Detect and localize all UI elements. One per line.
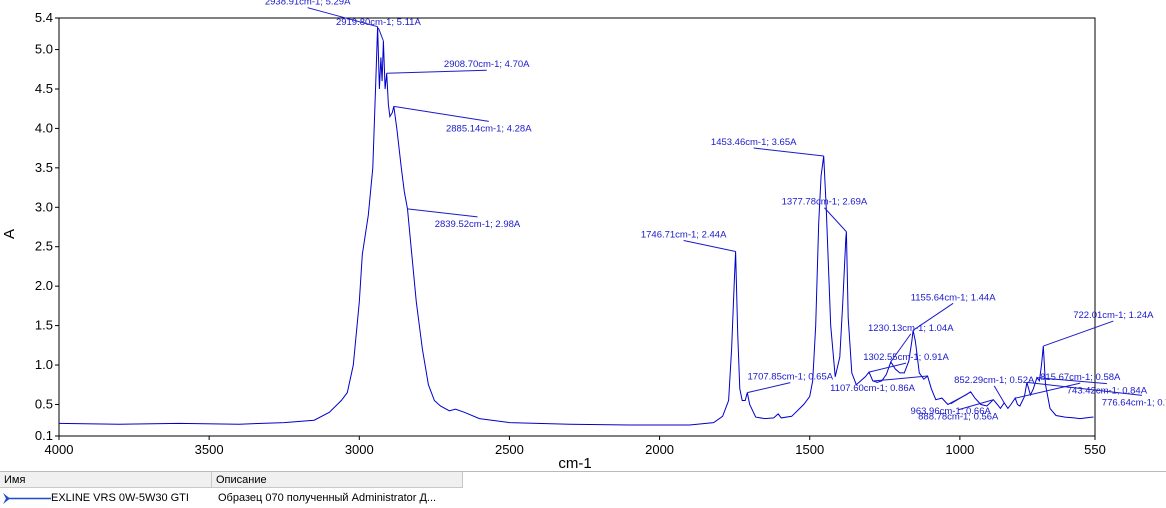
y-tick-label: 0.5 xyxy=(35,396,53,411)
annotations-layer: 2938.91cm-1; 5.29A 2919.80cm-1; 5.11A 2908… xyxy=(265,0,1166,423)
peak-leader-line xyxy=(307,7,378,28)
peak-annotation-label: 1707.85cm-1; 0.65A xyxy=(748,372,834,383)
peak-annotation-label: 1377.78cm-1; 2.69A xyxy=(782,197,868,208)
y-tick-label: 2.0 xyxy=(35,278,53,293)
peak-leader-line xyxy=(386,69,487,74)
x-axis-title: cm-1 xyxy=(558,455,591,469)
peak-annotation-label: 888.78cm-1; 0.56A xyxy=(918,412,999,423)
y-tick-label: 4.0 xyxy=(35,120,53,135)
x-tick-label: 2500 xyxy=(495,442,524,457)
x-tick-label: 1500 xyxy=(795,442,824,457)
peak-leader-line xyxy=(683,239,736,252)
column-header-description[interactable]: Описание xyxy=(212,472,463,488)
y-tick-label: 2.5 xyxy=(35,239,53,254)
peak-annotation-label: 776.64cm-1; 0.78A xyxy=(1102,397,1166,408)
peak-leader-line xyxy=(824,207,847,233)
peak-annotation-label: 1155.64cm-1; 1.44A xyxy=(911,292,997,303)
peak-leader-line xyxy=(753,147,824,157)
peak-annotation-label: 1230.13cm-1; 1.04A xyxy=(868,323,954,334)
y-tick-label: 3.0 xyxy=(35,199,53,214)
series-line xyxy=(58,26,1094,426)
peak-annotation-label: 1302.55cm-1; 0.91A xyxy=(863,352,949,363)
peak-leader-line xyxy=(1036,377,1107,385)
series-description: Образец 070 полученный Administrator Д..… xyxy=(218,492,437,504)
peak-leader-line xyxy=(868,362,907,373)
column-header-name[interactable]: Имя xyxy=(0,472,212,488)
peak-leader-line xyxy=(872,375,928,382)
peak-leader-line xyxy=(747,382,791,394)
peak-leader-line xyxy=(407,208,478,218)
spectrum-chart: 4000 3500 3000 2500 2000 1500 1000 550 0.1 0.5 1.0… xyxy=(1,0,1166,472)
plot-area-frame xyxy=(58,17,1096,437)
peak-leader-line xyxy=(393,105,489,122)
y-tick-label: 4.5 xyxy=(35,81,53,96)
peak-leader-line xyxy=(1043,320,1114,347)
series-name: EXLINE VRS 0W-5W30 GTI xyxy=(51,492,189,504)
peak-leader-line xyxy=(993,385,1005,404)
peak-annotation-label: 2938.91cm-1; 5.29A xyxy=(265,0,351,8)
series-layer xyxy=(58,26,1094,426)
peak-annotation-label: 1746.71cm-1; 2.44A xyxy=(641,229,727,240)
y-tick-label: 5.0 xyxy=(35,42,53,57)
peak-annotation-label: 815.67cm-1; 0.58A xyxy=(1040,372,1121,383)
spectrum-chart-svg: 4000 3500 3000 2500 2000 1500 1000 550 0.1 0.5 1.0… xyxy=(1,0,1166,472)
peak-annotation-label: 2885.14cm-1; 4.28A xyxy=(446,123,532,134)
x-tick-label: 550 xyxy=(1084,442,1106,457)
peak-annotation-label: 743.42cm-1; 0.84A xyxy=(1067,386,1148,397)
peak-leader-line xyxy=(950,391,971,405)
x-tick-label: 3000 xyxy=(345,442,374,457)
peak-annotation-label: 963.96cm-1; 0.66A xyxy=(911,406,992,417)
x-tick-label: 2000 xyxy=(645,442,674,457)
ticks-layer: 4000 3500 3000 2500 2000 1500 1000 550 0.1 0.5 1.0… xyxy=(35,10,1106,457)
peak-leader-line xyxy=(1015,382,1081,399)
x-tick-label: 4000 xyxy=(45,442,74,457)
peak-annotation-label: 1453.46cm-1; 3.65A xyxy=(711,137,797,148)
series-line-icon xyxy=(3,493,51,504)
y-axis-title: A xyxy=(1,229,18,239)
peak-annotation-label: 852.29cm-1; 0.52A xyxy=(954,375,1035,386)
y-tick-label: 5.4 xyxy=(35,10,53,25)
peak-annotation-label: 2839.52cm-1; 2.98A xyxy=(435,219,521,230)
peak-leader-line xyxy=(377,27,384,42)
peak-annotation-label: 2919.80cm-1; 5.11A xyxy=(336,17,422,28)
x-tick-label: 1000 xyxy=(945,442,974,457)
y-tick-label: 1.0 xyxy=(35,357,53,372)
peak-annotation-label: 1107.60cm-1; 0.86A xyxy=(830,383,916,394)
peak-annotation-label: 2908.70cm-1; 4.70A xyxy=(444,59,530,70)
x-tick-label: 3500 xyxy=(195,442,224,457)
y-tick-label: 3.5 xyxy=(35,160,53,175)
legend-table: Имя Описание EXLINE VRS 0W-5W30 GTI Обра… xyxy=(0,471,1166,508)
peak-leader-line xyxy=(912,302,954,331)
peak-leader-line xyxy=(958,399,994,411)
peak-leader-line xyxy=(1026,381,1142,396)
y-tick-label: 1.5 xyxy=(35,318,53,333)
peak-annotation-label: 722.01cm-1; 1.24A xyxy=(1073,310,1154,321)
legend-row[interactable]: EXLINE VRS 0W-5W30 GTI Образец 070 получ… xyxy=(0,489,1166,508)
y-tick-label: 0.1 xyxy=(35,428,53,443)
peak-leader-line xyxy=(890,333,912,363)
